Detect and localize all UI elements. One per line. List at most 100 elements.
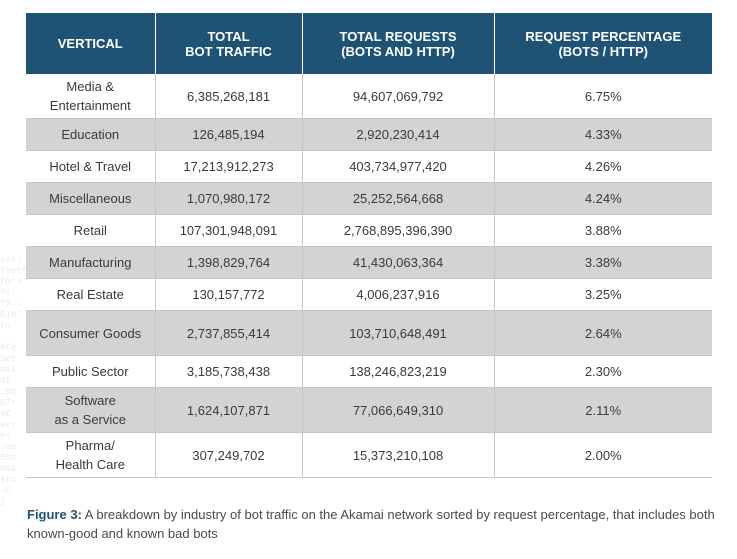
table-row: Retail 107,301,948,091 2,768,895,396,390 3.…	[26, 214, 712, 247]
cell-bot-traffic: 17,213,912,273	[155, 150, 303, 183]
cell-vertical: Pharma/ Health Care	[26, 432, 156, 478]
cell-total-requests: 25,252,564,668	[302, 182, 495, 215]
cell-total-requests: 41,430,063,364	[302, 246, 495, 279]
cell-percentage-text: 3.25%	[584, 287, 622, 302]
table-row: Pharma/ Health Care 307,249,702 15,373,210…	[26, 432, 712, 478]
cell-bot-traffic-text: 3,185,738,438	[186, 364, 271, 379]
cell-total-requests: 138,246,823,219	[302, 355, 495, 388]
cell-percentage: 2.30%	[494, 355, 712, 388]
cell-total-requests-text: 94,607,069,792	[352, 88, 444, 104]
cell-vertical-text: Consumer Goods	[39, 325, 142, 341]
header-vertical: VERTICAL	[26, 13, 156, 74]
cell-bot-traffic-text: 126,485,194	[192, 127, 265, 142]
cell-percentage: 4.26%	[494, 150, 712, 183]
cell-bot-traffic: 3,185,738,438	[155, 355, 303, 388]
table-row: Media & Entertainment 6,385,268,181 94,607…	[26, 74, 712, 119]
cell-percentage: 2.11%	[494, 387, 712, 433]
cell-total-requests-text: 41,430,063,364	[352, 255, 444, 270]
header-total-bot-traffic: TOTAL BOT TRAFFIC	[155, 13, 303, 74]
cell-vertical-text: Manufacturing	[49, 255, 132, 270]
cell-percentage: 3.38%	[494, 246, 712, 279]
cell-bot-traffic: 307,249,702	[155, 432, 303, 478]
cell-vertical-text: Retail	[73, 223, 107, 238]
cell-total-requests: 15,373,210,108	[302, 432, 495, 478]
cell-bot-traffic-text: 307,249,702	[192, 447, 265, 463]
cell-percentage: 2.64%	[494, 310, 712, 356]
caption-text: A breakdown by industry of bot traffic o…	[27, 507, 715, 541]
cell-vertical: Consumer Goods	[26, 310, 156, 356]
cell-bot-traffic-text: 17,213,912,273	[183, 159, 274, 174]
cell-vertical: Manufacturing	[26, 246, 156, 279]
table-row: Real Estate 130,157,772 4,006,237,916 3.25%	[26, 278, 712, 311]
bot-traffic-table: VERTICAL TOTAL BOT TRAFFIC TOTAL REQUEST…	[26, 13, 712, 478]
cell-bot-traffic: 1,070,980,172	[155, 182, 303, 215]
cell-vertical: Miscellaneous	[26, 182, 156, 215]
cell-bot-traffic-text: 1,398,829,764	[186, 255, 271, 270]
cell-total-requests: 403,734,977,420	[302, 150, 495, 183]
bot-traffic-table-container: VERTICAL TOTAL BOT TRAFFIC TOTAL REQUEST…	[26, 13, 712, 478]
table-row: Public Sector 3,185,738,438 138,246,823,21…	[26, 355, 712, 388]
cell-total-requests-text: 25,252,564,668	[352, 191, 444, 206]
cell-bot-traffic-text: 6,385,268,181	[186, 88, 271, 104]
background-code-texture: sas: f8ecf fD:3 c fs: f5.: B1N" sh ... #…	[0, 255, 32, 507]
cell-total-requests: 77,066,649,310	[302, 387, 495, 433]
table-header-row: VERTICAL TOTAL BOT TRAFFIC TOTAL REQUEST…	[26, 13, 712, 74]
cell-total-requests-text: 2,920,230,414	[356, 127, 440, 142]
cell-percentage-text: 2.11%	[585, 402, 622, 418]
cell-percentage-text: 6.75%	[584, 88, 622, 104]
caption-label: Figure 3:	[27, 507, 82, 522]
cell-vertical: Education	[26, 118, 156, 151]
cell-total-requests: 2,920,230,414	[302, 118, 495, 151]
cell-percentage: 4.33%	[494, 118, 712, 151]
cell-total-requests-text: 138,246,823,219	[349, 364, 447, 379]
cell-percentage: 4.24%	[494, 182, 712, 215]
cell-vertical: Software as a Service	[26, 387, 156, 433]
cell-bot-traffic: 126,485,194	[155, 118, 303, 151]
cell-total-requests-text: 103,710,648,491	[349, 325, 447, 341]
cell-vertical: Hotel & Travel	[26, 150, 156, 183]
cell-vertical-text: Software as a Service	[54, 393, 127, 427]
cell-vertical: Public Sector	[26, 355, 156, 388]
cell-vertical-text: Education	[61, 127, 120, 142]
cell-bot-traffic-text: 1,624,107,871	[186, 402, 271, 418]
table-row: Hotel & Travel 17,213,912,273 403,734,977,…	[26, 150, 712, 183]
cell-percentage-text: 4.24%	[584, 191, 622, 206]
cell-total-requests-text: 403,734,977,420	[349, 159, 447, 174]
cell-percentage-text: 3.38%	[584, 255, 622, 270]
cell-total-requests-text: 2,768,895,396,390	[343, 223, 453, 238]
cell-bot-traffic-text: 1,070,980,172	[186, 191, 271, 206]
cell-total-requests-text: 15,373,210,108	[352, 447, 444, 463]
table-row: Manufacturing 1,398,829,764 41,430,063,364…	[26, 246, 712, 279]
cell-percentage-text: 2.64%	[584, 325, 622, 341]
cell-vertical: Real Estate	[26, 278, 156, 311]
cell-bot-traffic: 107,301,948,091	[155, 214, 303, 247]
cell-vertical-text: Hotel & Travel	[49, 159, 132, 174]
cell-vertical-text: Public Sector	[51, 364, 129, 379]
cell-vertical-text: Real Estate	[56, 287, 124, 302]
cell-total-requests-text: 4,006,237,916	[356, 287, 440, 302]
cell-total-requests: 4,006,237,916	[302, 278, 495, 311]
cell-bot-traffic: 1,624,107,871	[155, 387, 303, 433]
cell-total-requests: 103,710,648,491	[302, 310, 495, 356]
cell-bot-traffic: 2,737,855,414	[155, 310, 303, 356]
cell-percentage: 2.00%	[494, 432, 712, 478]
cell-percentage-text: 4.33%	[584, 127, 622, 142]
cell-bot-traffic-text: 130,157,772	[192, 287, 265, 302]
cell-percentage-text: 2.00%	[584, 447, 622, 463]
cell-vertical-text: Media & Entertainment	[49, 79, 131, 113]
figure-caption: Figure 3: A breakdown by industry of bot…	[27, 505, 717, 543]
table-row: Education 126,485,194 2,920,230,414 4.33%	[26, 118, 712, 151]
cell-percentage-text: 3.88%	[584, 223, 622, 238]
cell-bot-traffic-text: 2,737,855,414	[186, 325, 271, 341]
cell-total-requests: 94,607,069,792	[302, 74, 495, 119]
cell-percentage-text: 2.30%	[584, 364, 622, 379]
cell-bot-traffic: 1,398,829,764	[155, 246, 303, 279]
cell-percentage: 6.75%	[494, 74, 712, 119]
cell-bot-traffic-text: 107,301,948,091	[179, 223, 278, 238]
cell-bot-traffic: 130,157,772	[155, 278, 303, 311]
cell-percentage-text: 4.26%	[584, 159, 622, 174]
cell-total-requests: 2,768,895,396,390	[302, 214, 495, 247]
cell-total-requests-text: 77,066,649,310	[352, 402, 444, 418]
header-request-percentage: REQUEST PERCENTAGE (BOTS / HTTP)	[494, 13, 712, 74]
cell-bot-traffic: 6,385,268,181	[155, 74, 303, 119]
